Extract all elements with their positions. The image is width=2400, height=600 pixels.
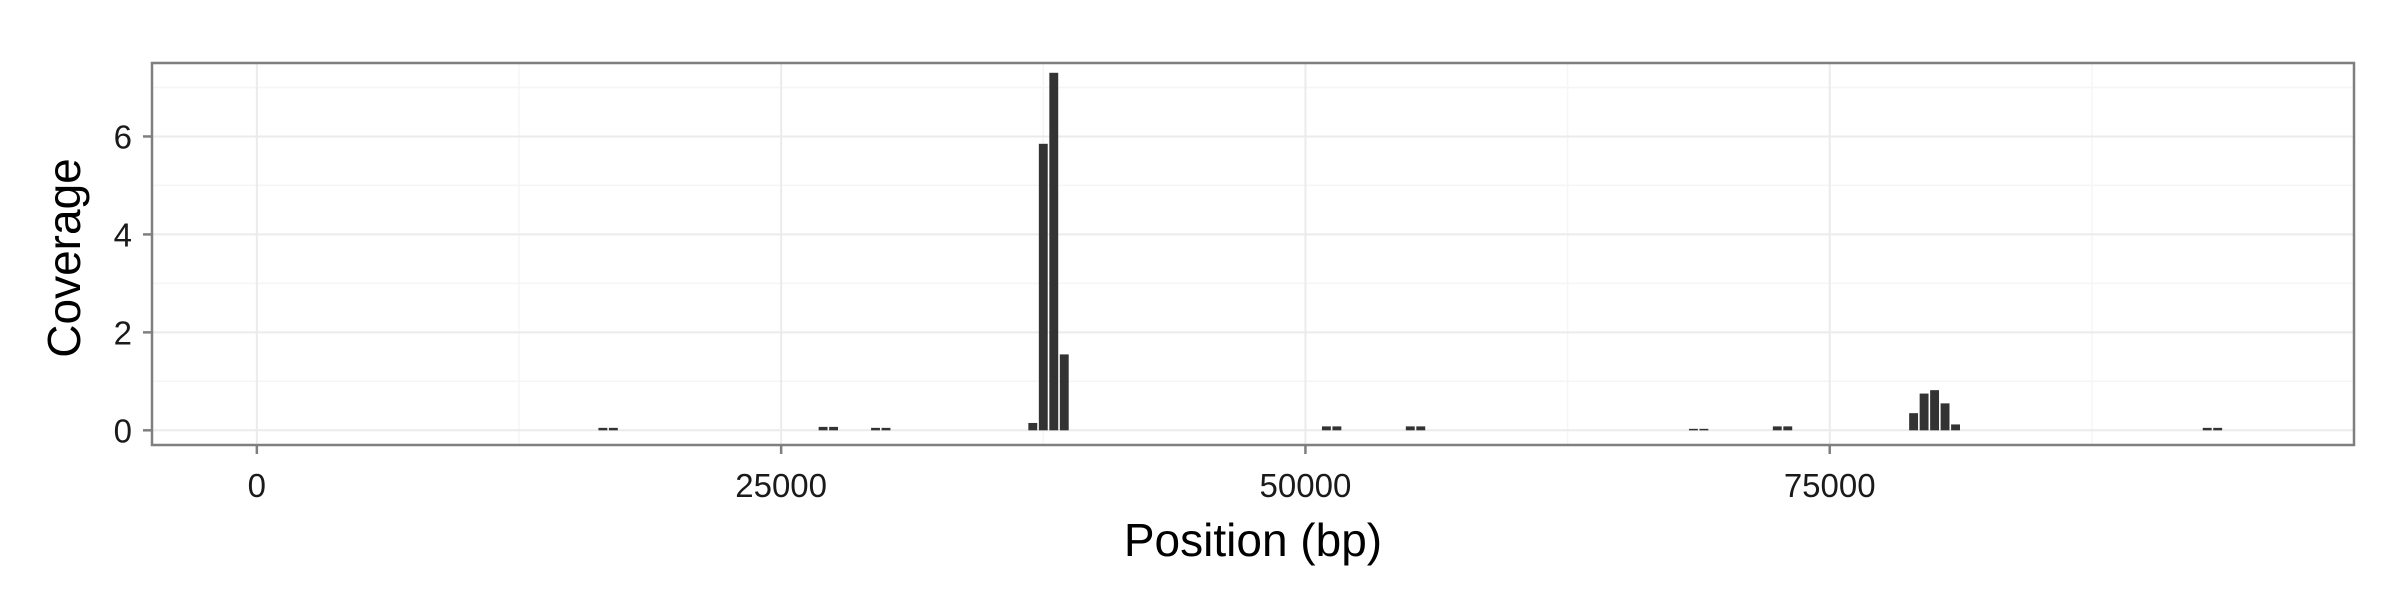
bar	[1919, 393, 1929, 431]
bar	[871, 427, 880, 431]
plot-panel	[152, 63, 2354, 445]
y-tick-label: 2	[114, 314, 132, 351]
panel-border	[150, 61, 2356, 447]
bar	[1951, 424, 1960, 431]
y-tick-label: 6	[114, 118, 132, 155]
bar	[1405, 426, 1415, 431]
bar	[1038, 143, 1048, 431]
x-tick-label: 75000	[1784, 467, 1876, 504]
bar	[2213, 427, 2223, 431]
tick-labels: 0 25000 50000 75000 0 2 4 6	[114, 118, 1876, 504]
bar	[881, 427, 891, 431]
bar	[1049, 72, 1059, 431]
bar	[1699, 428, 1709, 431]
axis-ticks	[143, 135, 1831, 454]
bar	[1940, 403, 1950, 431]
bar	[1783, 426, 1793, 431]
bar	[1028, 422, 1038, 431]
x-axis-title: Position (bp)	[1124, 514, 1382, 566]
y-axis-title: Coverage	[38, 158, 90, 357]
y-tick-label: 0	[114, 412, 132, 449]
bar	[1321, 426, 1331, 431]
bar	[1332, 426, 1342, 431]
bar	[818, 426, 828, 431]
bar	[598, 427, 608, 431]
x-tick-label: 0	[248, 467, 266, 504]
bar	[1416, 426, 1426, 431]
grid-lines	[152, 63, 2354, 445]
bar	[1688, 428, 1698, 431]
bar	[1909, 413, 1919, 431]
x-tick-label: 50000	[1260, 467, 1352, 504]
bar	[1772, 426, 1782, 431]
bar	[2202, 427, 2212, 431]
bar	[1930, 390, 1940, 431]
bar	[608, 427, 618, 431]
bars	[598, 72, 2223, 431]
bar	[1059, 354, 1069, 431]
y-tick-label: 4	[114, 216, 132, 253]
bar	[829, 426, 839, 431]
x-tick-label: 25000	[735, 467, 827, 504]
